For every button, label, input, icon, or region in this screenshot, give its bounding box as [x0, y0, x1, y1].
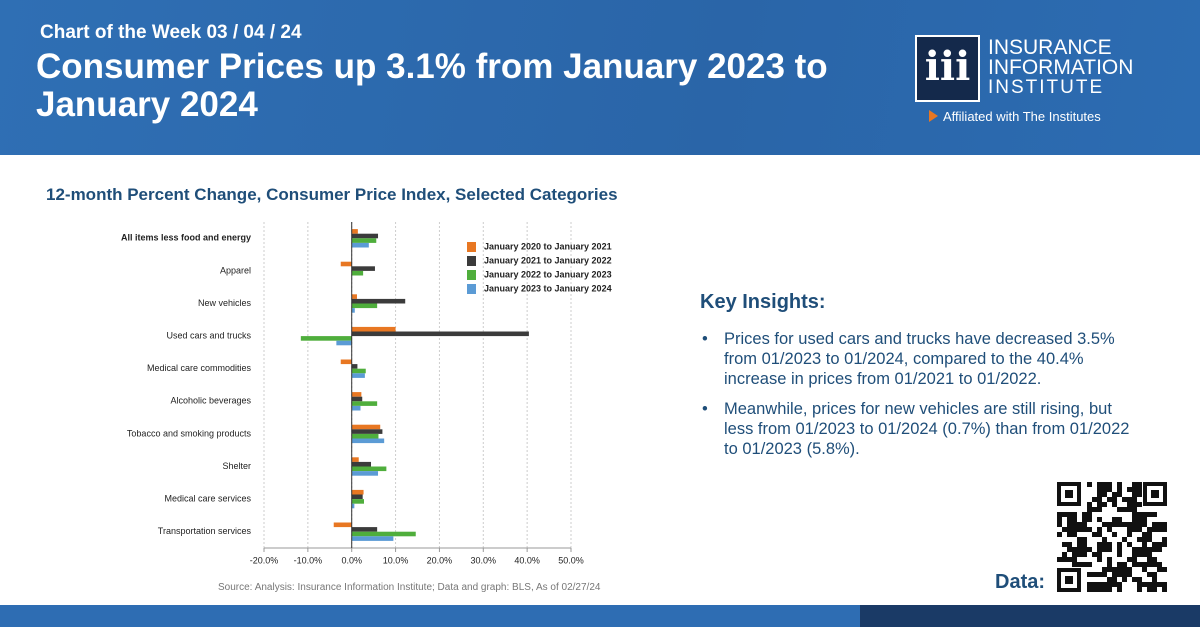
- bar: [351, 536, 394, 541]
- bar: [351, 373, 365, 378]
- legend-label: January 2022 to January 2023: [484, 269, 612, 279]
- bar: [351, 499, 364, 504]
- bar: [336, 340, 352, 346]
- bar: [351, 531, 416, 537]
- bar: [340, 359, 352, 365]
- legend-swatch: [467, 242, 476, 252]
- bar: [351, 457, 359, 462]
- bar: [351, 424, 381, 430]
- affiliation-icon: [929, 110, 938, 122]
- bar: [351, 298, 406, 304]
- insights-heading: Key Insights:: [700, 291, 826, 313]
- x-tick-label: -20.0%: [250, 555, 279, 565]
- qr-code[interactable]: [1057, 482, 1167, 592]
- bar: [351, 368, 366, 374]
- bar: [351, 429, 383, 434]
- bar: [340, 261, 352, 267]
- y-tick-label: Used cars and trucks: [166, 330, 251, 340]
- legend-swatch: [467, 284, 476, 294]
- bar: [351, 494, 363, 500]
- legend-label: January 2020 to January 2021: [484, 241, 612, 251]
- bar: [351, 364, 358, 369]
- logo-text: INSURANCE: [988, 36, 1112, 59]
- bar: [351, 308, 355, 313]
- y-tick-label: Transportation services: [158, 526, 252, 536]
- y-tick-label: Medical care services: [164, 493, 251, 503]
- bar: [351, 233, 379, 239]
- bar: [351, 401, 378, 406]
- bar: [351, 294, 357, 299]
- logo-text: INSTITUTE: [988, 77, 1105, 98]
- source: Source: Analysis: Insurance Information …: [218, 582, 601, 593]
- header: Chart of the Week 03 / 04 / 24 Consumer …: [0, 0, 1200, 155]
- y-tick-label: Apparel: [220, 265, 251, 275]
- x-tick-label: 40.0%: [514, 555, 540, 565]
- x-tick-label: 50.0%: [558, 555, 584, 565]
- bar: [351, 466, 387, 472]
- x-tick-label: 10.0%: [383, 555, 409, 565]
- bar: [351, 242, 369, 248]
- y-tick-label: Alcoholic beverages: [170, 396, 251, 406]
- footer-bar: [860, 605, 1200, 627]
- y-tick-label: All items less food and energy: [121, 233, 251, 243]
- bar: [351, 303, 378, 309]
- bar: [351, 489, 364, 495]
- bar: [351, 438, 385, 444]
- bar: [351, 392, 362, 397]
- bar: [351, 270, 364, 276]
- logo-icon: iii: [915, 35, 980, 102]
- x-tick-label: 0.0%: [341, 555, 362, 565]
- bar: [351, 461, 372, 467]
- bar: [351, 471, 379, 476]
- bar: [351, 396, 363, 402]
- chart-title: 12-month Percent Change, Consumer Price …: [46, 185, 618, 204]
- bar: [351, 238, 377, 243]
- legend-label: January 2023 to January 2024: [484, 283, 612, 293]
- legend-swatch: [467, 256, 476, 266]
- x-tick-label: 30.0%: [471, 555, 497, 565]
- bar: [351, 433, 379, 439]
- bar: [351, 229, 358, 234]
- y-tick-label: Shelter: [222, 461, 251, 471]
- x-tick-label: -10.0%: [294, 555, 323, 565]
- bar: [351, 405, 361, 411]
- bar: [351, 503, 355, 509]
- x-tick-label: 20.0%: [427, 555, 453, 565]
- bar: [351, 326, 396, 332]
- bar: [333, 522, 352, 528]
- logo-text: INFORMATION: [988, 56, 1134, 79]
- data-label: Data:: [995, 571, 1046, 593]
- y-tick-label: New vehicles: [198, 298, 252, 308]
- legend-label: January 2021 to January 2022: [484, 255, 612, 265]
- y-tick-label: Medical care commodities: [147, 363, 252, 373]
- legend-swatch: [467, 270, 476, 280]
- bar: [351, 527, 378, 532]
- y-tick-label: Tobacco and smoking products: [127, 428, 252, 438]
- insight: Meanwhile, prices for new vehicles are s…: [700, 399, 1140, 459]
- bar: [351, 331, 529, 337]
- footer-bar: [0, 605, 860, 627]
- kicker: Chart of the Week 03 / 04 / 24: [40, 22, 302, 43]
- insights: Prices for used cars and trucks have dec…: [700, 329, 1140, 469]
- bar: [300, 336, 352, 341]
- insight: Prices for used cars and trucks have dec…: [700, 329, 1140, 389]
- page-title: Consumer Prices up 3.1% from January 202…: [36, 47, 828, 124]
- bar: [351, 266, 375, 271]
- affiliation: Affiliated with The Institutes: [943, 109, 1101, 124]
- chart: -20.0% -10.0% 0.0% 10.0% 20.0% 30.0% 40.0% 50.0…: [121, 222, 612, 565]
